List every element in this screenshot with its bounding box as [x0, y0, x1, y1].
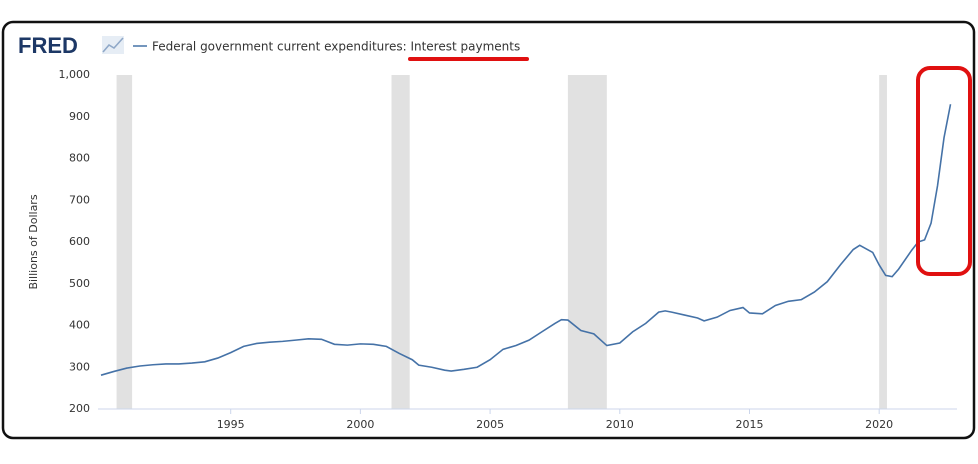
recession-shade [391, 75, 410, 409]
legend-label: Federal government current expenditures:… [152, 40, 520, 54]
y-tick-label: 400 [69, 319, 90, 332]
y-tick-label: 500 [69, 277, 90, 290]
frame [1, 20, 976, 440]
x-tick-label: 2010 [606, 418, 634, 431]
logo-icon [102, 36, 124, 54]
x-tick-label: 1995 [217, 418, 245, 431]
y-tick-label: 900 [69, 110, 90, 123]
y-tick-label: 600 [69, 235, 90, 248]
x-tick-label: 2005 [476, 418, 504, 431]
annotation-box [916, 66, 972, 276]
x-tick-label: 2020 [865, 418, 893, 431]
recession-shade [567, 75, 607, 409]
logo: FRED [18, 33, 78, 58]
y-tick-label: 800 [69, 152, 90, 165]
y-tick-label: 1,000 [59, 68, 91, 81]
recession-shade [879, 75, 887, 409]
data-line [100, 104, 952, 376]
y-tick-label: 700 [69, 193, 90, 206]
y-axis-label: Billions of Dollars [27, 194, 40, 289]
x-tick-label: 2000 [346, 418, 374, 431]
y-tick-label: 300 [69, 360, 90, 373]
x-tick-label: 2015 [735, 418, 763, 431]
y-tick-label: 200 [69, 402, 90, 415]
recession-shade [116, 75, 133, 409]
